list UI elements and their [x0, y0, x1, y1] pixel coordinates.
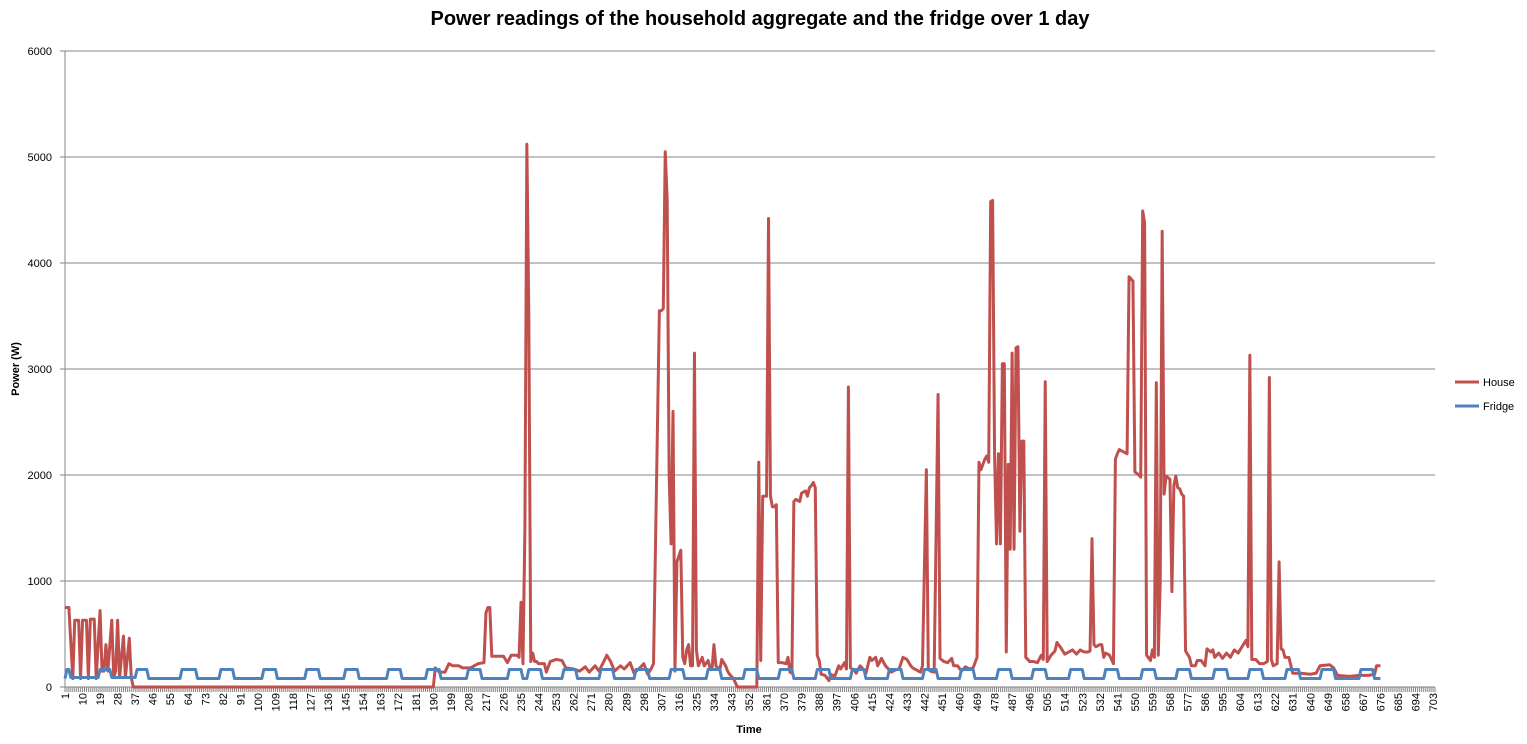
x-tick-label: 118 — [288, 693, 300, 711]
x-tick-label: 154 — [358, 693, 370, 711]
x-tick-label: 586 — [1200, 693, 1212, 711]
x-tick-label: 496 — [1025, 693, 1037, 711]
x-tick-label: 307 — [656, 693, 668, 711]
x-tick-label: 298 — [639, 693, 651, 711]
legend-label-fridge: Fridge — [1483, 401, 1514, 413]
y-tick-label: 6000 — [28, 46, 52, 58]
y-tick-label: 0 — [46, 682, 52, 694]
x-tick-label: 280 — [604, 693, 616, 711]
x-tick-label: 505 — [1042, 693, 1054, 711]
x-tick-label: 640 — [1305, 693, 1317, 711]
x-tick-label: 253 — [551, 693, 563, 711]
x-tick-label: 658 — [1340, 693, 1352, 711]
x-tick-label: 163 — [376, 693, 388, 711]
y-tick-label: 1000 — [28, 576, 52, 588]
x-tick-label: 19 — [95, 693, 107, 705]
x-tick-label: 352 — [744, 693, 756, 711]
series-lines — [63, 142, 1381, 689]
legend-label-house: House — [1483, 377, 1515, 389]
y-tick-label: 3000 — [28, 364, 52, 376]
x-tick-label: 406 — [849, 693, 861, 711]
x-tick-label: 343 — [726, 693, 738, 711]
x-tick-label: 109 — [270, 693, 282, 711]
series-line-fridge — [63, 668, 1381, 681]
x-tick-label: 37 — [130, 693, 142, 705]
x-tick-label: 127 — [306, 693, 318, 711]
x-tick-label: 334 — [709, 693, 721, 711]
legend: House Fridge — [1455, 377, 1515, 413]
series-line-house — [65, 142, 1381, 689]
x-tick-label: 649 — [1323, 693, 1335, 711]
x-tick-label: 235 — [516, 693, 528, 711]
x-tick-label: 487 — [1007, 693, 1019, 711]
x-tick-label: 145 — [341, 693, 353, 711]
x-tick-label: 271 — [586, 693, 598, 711]
x-tick-label: 667 — [1358, 693, 1370, 711]
x-tick-label: 532 — [1095, 693, 1107, 711]
x-tick-label: 73 — [200, 693, 212, 705]
x-tick-label: 568 — [1165, 693, 1177, 711]
x-tick-label: 622 — [1270, 693, 1282, 711]
y-tick-label: 2000 — [28, 470, 52, 482]
x-tick-label: 10 — [78, 693, 90, 705]
x-tick-label: 541 — [1112, 693, 1124, 711]
x-tick-label: 217 — [481, 693, 493, 711]
x-tick-labels: 1 10 19 28 37 46 55 64 73 82 91 100 109 118 127 136 145 1… — [60, 687, 1440, 711]
x-tick-label: 316 — [674, 693, 686, 711]
x-tick-label: 226 — [498, 693, 510, 711]
x-tick-label: 172 — [393, 693, 405, 711]
x-tick-label: 100 — [253, 693, 265, 711]
gridlines — [65, 50, 1435, 582]
x-tick-label: 514 — [1060, 693, 1072, 711]
x-tick-label: 694 — [1411, 693, 1423, 711]
x-tick-label: 190 — [428, 693, 440, 711]
x-tick-label: 676 — [1375, 693, 1387, 711]
y-axis-title: Power (W) — [10, 342, 22, 396]
x-tick-label: 703 — [1428, 693, 1440, 711]
x-tick-label: 262 — [569, 693, 581, 711]
y-tick-label: 4000 — [28, 258, 52, 270]
x-tick-label: 379 — [797, 693, 809, 711]
x-tick-label: 91 — [235, 693, 247, 705]
x-tick-label: 604 — [1235, 693, 1247, 711]
x-tick-label: 136 — [323, 693, 335, 711]
x-tick-label: 289 — [621, 693, 633, 711]
chart-title: Power readings of the household aggregat… — [430, 8, 1090, 30]
y-tick-labels: 0 1000 2000 3000 4000 5000 6000 — [28, 46, 65, 694]
x-tick-label: 451 — [937, 693, 949, 711]
x-tick-label: 415 — [867, 693, 879, 711]
x-tick-label: 433 — [902, 693, 914, 711]
x-tick-label: 478 — [990, 693, 1002, 711]
x-tick-label: 559 — [1147, 693, 1159, 711]
x-tick-label: 325 — [691, 693, 703, 711]
x-tick-label: 208 — [463, 693, 475, 711]
x-tick-label: 685 — [1393, 693, 1405, 711]
x-tick-label: 370 — [779, 693, 791, 711]
x-tick-label: 64 — [183, 693, 195, 705]
x-tick-label: 469 — [972, 693, 984, 711]
x-tick-label: 199 — [446, 693, 458, 711]
x-axis-title: Time — [736, 724, 761, 736]
y-tick-label: 5000 — [28, 152, 52, 164]
x-tick-label: 181 — [411, 693, 423, 711]
x-tick-label: 442 — [919, 693, 931, 711]
x-tick-label: 244 — [534, 693, 546, 711]
x-tick-label: 55 — [165, 693, 177, 705]
x-tick-label: 46 — [148, 693, 160, 705]
x-tick-label: 388 — [814, 693, 826, 711]
x-tick-label: 397 — [832, 693, 844, 711]
x-tick-label: 28 — [113, 693, 125, 705]
x-tick-label: 613 — [1253, 693, 1265, 711]
x-tick-label: 595 — [1218, 693, 1230, 711]
x-tick-label: 577 — [1183, 693, 1195, 711]
x-tick-label: 550 — [1130, 693, 1142, 711]
x-tick-label: 1 — [60, 693, 72, 699]
x-tick-label: 460 — [954, 693, 966, 711]
x-tick-label: 631 — [1288, 693, 1300, 711]
x-tick-label: 523 — [1077, 693, 1089, 711]
x-tick-label: 82 — [218, 693, 230, 705]
x-tick-label: 424 — [884, 693, 896, 711]
x-tick-label: 361 — [762, 693, 774, 711]
